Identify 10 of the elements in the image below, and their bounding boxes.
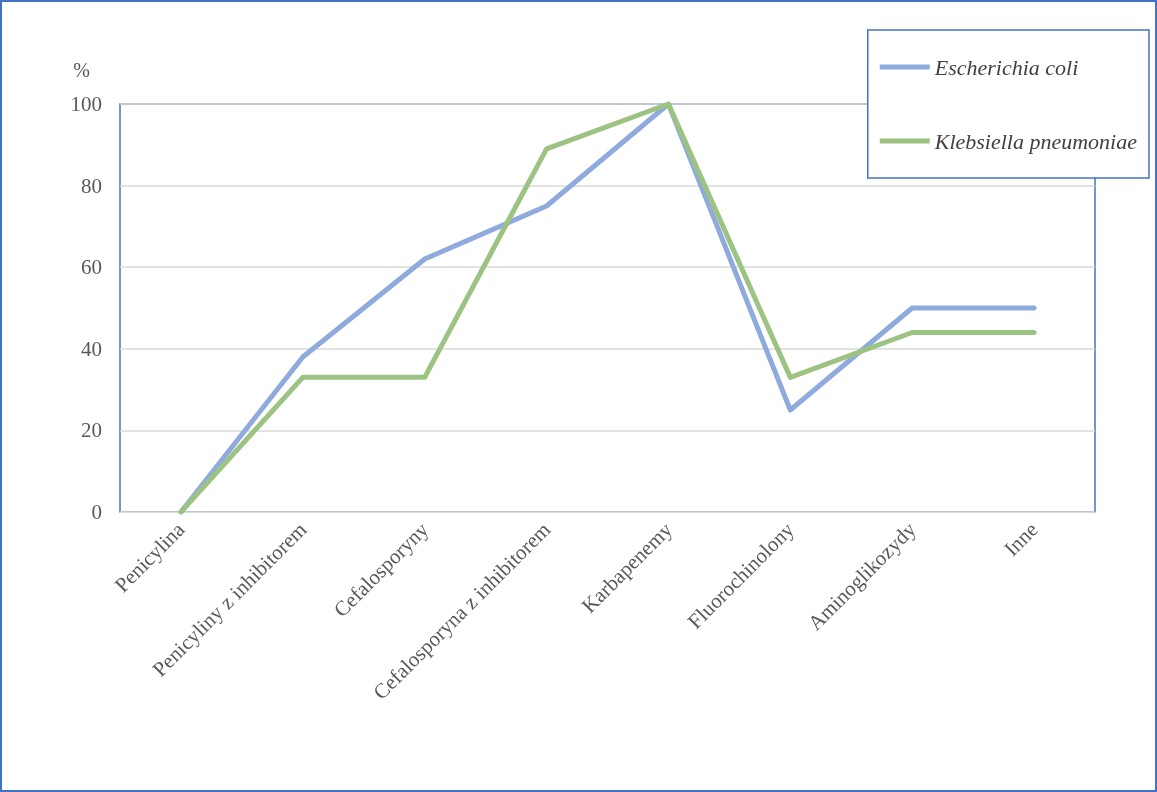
x-tick-label: Inne [999, 517, 1043, 561]
legend-label: Escherichia coli [933, 54, 1079, 80]
legend-label: Klebsiella pneumoniae [933, 128, 1138, 154]
y-tick-label: 60 [81, 255, 102, 280]
y-tick-label: 80 [81, 173, 102, 198]
y-axis-title: % [73, 59, 90, 81]
y-tick-label: 20 [81, 418, 102, 443]
y-tick-label: 0 [91, 500, 102, 524]
y-tick-label: 100 [70, 92, 102, 116]
y-tick-label: 40 [81, 336, 102, 361]
